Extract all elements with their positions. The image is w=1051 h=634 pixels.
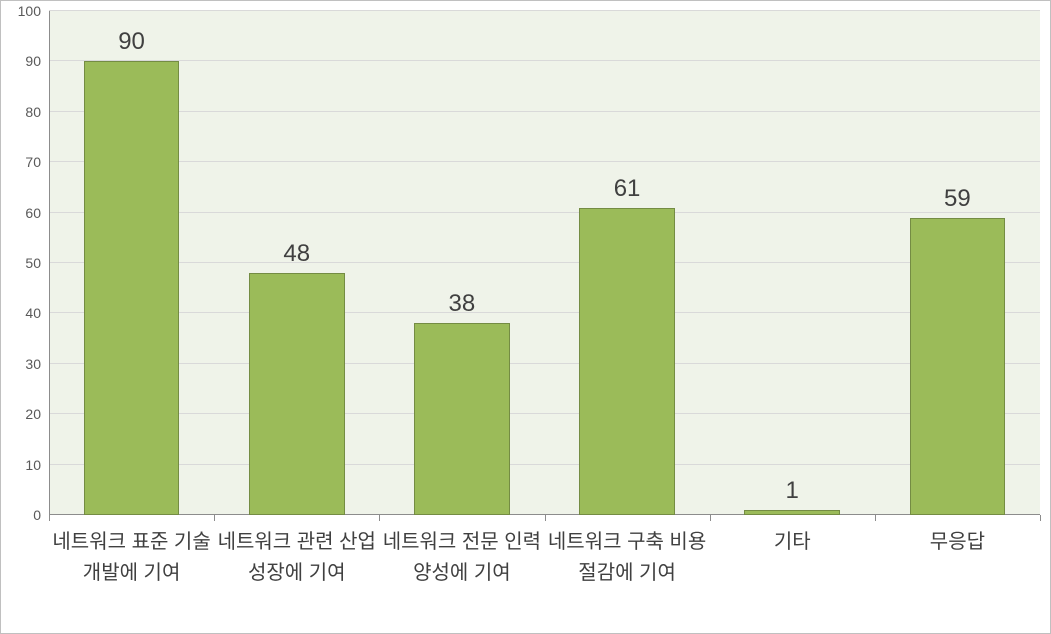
bar: 61 — [579, 208, 675, 515]
bar: 1 — [744, 510, 840, 515]
y-tick-label: 0 — [5, 507, 41, 523]
bars-container: 90 48 38 61 1 59 — [49, 11, 1040, 515]
x-tick-mark — [1040, 515, 1041, 521]
x-axis-label: 네트워크 전문 인력 양성에 기여 — [379, 527, 544, 589]
y-tick-label: 70 — [5, 154, 41, 170]
y-tick-label: 60 — [5, 205, 41, 221]
bar-value-label: 90 — [118, 28, 145, 56]
plot-area: 0102030405060708090100 90483861159 — [49, 11, 1040, 515]
bar-chart: 0 10 20 30 40 50 60 70 80 90 100 90 48 38 61 1 59 네트워크 … — [0, 0, 1051, 634]
x-axis-labels: 네트워크 표준 기술 개발에 기여네트워크 관련 산업 성장에 기여네트워크 전… — [49, 521, 1040, 633]
y-tick-label: 20 — [5, 406, 41, 422]
x-axis-label: 네트워크 표준 기술 개발에 기여 — [49, 527, 214, 589]
bar-group: 59 — [910, 11, 1006, 515]
x-tick-mark — [710, 515, 711, 521]
y-tick-label: 90 — [5, 53, 41, 69]
y-tick-label: 100 — [5, 3, 41, 19]
bar-value-label: 61 — [614, 175, 641, 203]
bar: 90 — [84, 61, 180, 515]
y-tick-label: 40 — [5, 305, 41, 321]
x-tick-mark — [545, 515, 546, 521]
x-axis-label: 기타 — [710, 527, 875, 558]
x-axis-label: 무응답 — [875, 527, 1040, 558]
x-tick-mark — [49, 515, 50, 521]
bar-value-label: 1 — [786, 477, 799, 505]
bar-group: 61 — [579, 11, 675, 515]
x-axis-label: 네트워크 관련 산업 성장에 기여 — [214, 527, 379, 589]
x-tick-mark — [379, 515, 380, 521]
bar-value-label: 38 — [449, 290, 476, 318]
bar: 48 — [249, 273, 345, 515]
bar-value-label: 59 — [944, 185, 971, 213]
bar-group: 90 — [84, 11, 180, 515]
y-tick-label: 50 — [5, 255, 41, 271]
bar: 38 — [414, 323, 510, 515]
x-tick-mark — [875, 515, 876, 521]
bar-group: 1 — [744, 11, 840, 515]
x-tick-mark — [214, 515, 215, 521]
y-tick-label: 30 — [5, 356, 41, 372]
bar: 59 — [910, 218, 1006, 515]
bar-value-label: 48 — [283, 240, 310, 268]
x-axis-label: 네트워크 구축 비용 절감에 기여 — [545, 527, 710, 589]
bar-group: 48 — [249, 11, 345, 515]
y-tick-label: 10 — [5, 457, 41, 473]
y-tick-label: 80 — [5, 104, 41, 120]
bar-group: 38 — [414, 11, 510, 515]
